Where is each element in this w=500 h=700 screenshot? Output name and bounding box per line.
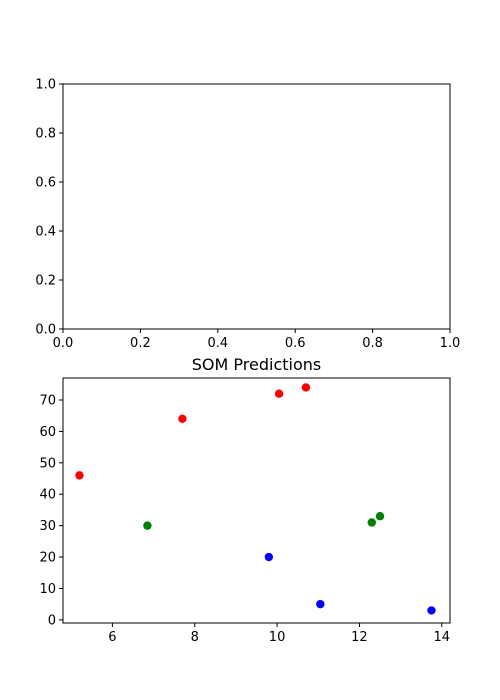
chart-title: SOM Predictions [192, 355, 321, 374]
axes-1-point [264, 552, 274, 562]
axes-1-y-tick-label: 50 [39, 456, 56, 471]
axes-0-x-tick-label: 0.0 [53, 336, 74, 351]
axes-1-y-tick-label: 30 [39, 519, 56, 534]
axes-1-point [367, 518, 376, 527]
axes-1-y-tick-label: 60 [39, 425, 56, 440]
axes-0-y-tick-label: 0.2 [35, 274, 56, 289]
axes-1-x-tick-label: 6 [108, 630, 116, 645]
axes-0-x-tick-label: 0.4 [207, 336, 228, 351]
som-predictions-axes: SOM Predictions 6 8 10 12 14 0 10 20 30 40 50 60 70 [39, 355, 451, 645]
axes-1-frame [62, 377, 451, 624]
axes-1-y-tick-label: 40 [39, 488, 56, 503]
axes-0-y-tick-label: 0.0 [35, 323, 56, 338]
axes-1-x-tick-label: 12 [351, 630, 368, 645]
axes-0-x-tick-label: 0.2 [130, 336, 151, 351]
axes-1-x-tick-label: 10 [269, 630, 286, 645]
axes-0-x-tick-label: 0.8 [362, 336, 383, 351]
axes-0-x-tick-label: 1.0 [440, 336, 461, 351]
axes-0-y-tick-label: 1.0 [35, 78, 56, 93]
axes-1-point [301, 383, 311, 392]
axes-1-point [143, 521, 152, 530]
axes-0-y-tick-label: 0.6 [35, 176, 56, 191]
axes-0-y-tick-label: 0.8 [35, 127, 56, 142]
axes-1-point [75, 471, 84, 480]
axes-0-y-tick-label: 0.4 [35, 225, 56, 240]
axes-1-point [375, 512, 385, 521]
axes-1-y-tick-label: 70 [39, 393, 56, 408]
axes-0-x-tick-label: 0.6 [285, 336, 306, 351]
axes-0-frame [62, 83, 451, 330]
axes-1-x-tick-label: 14 [433, 630, 450, 645]
axes-1-point [178, 414, 187, 424]
axes-1-y-tick-label: 20 [39, 551, 56, 566]
axes-1-point [316, 599, 325, 609]
axes-1-point [427, 606, 436, 615]
empty-axes: 0.0 0.2 0.4 0.6 0.8 1.0 0.0 0.2 0.4 0.6 0.8 1.0 [35, 78, 460, 352]
axes-1-x-tick-label: 8 [191, 630, 199, 645]
axes-1-y-tick-label: 0 [48, 613, 56, 628]
axes-1-point [274, 389, 284, 398]
axes-1-y-tick-label: 10 [39, 582, 56, 597]
